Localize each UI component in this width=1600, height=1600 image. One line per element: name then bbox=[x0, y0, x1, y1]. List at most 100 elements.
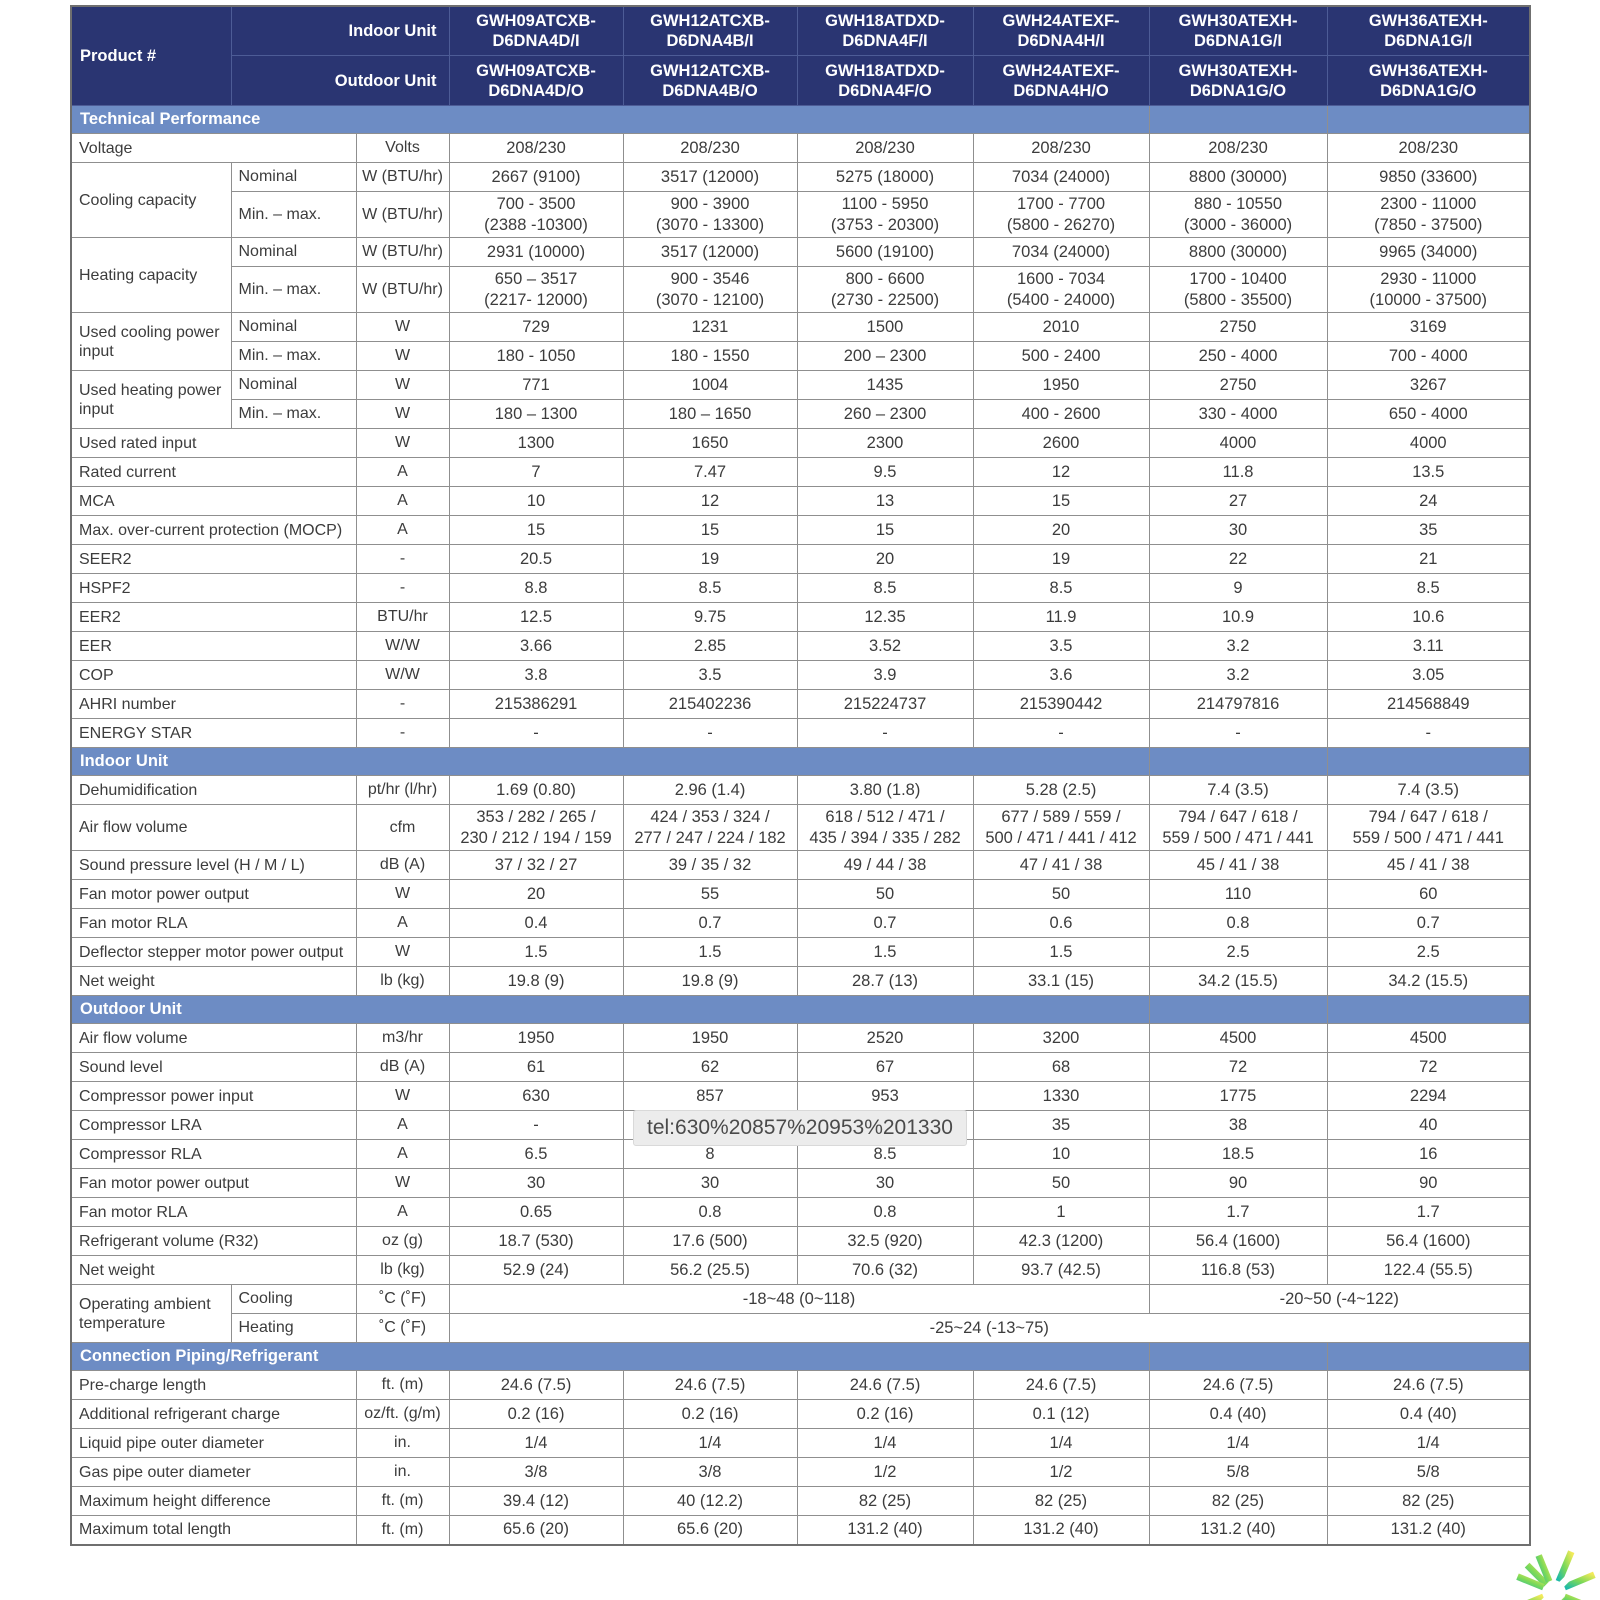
unit-cell: pt/hr (l/hr) bbox=[355, 775, 450, 805]
spec-cell: 42.3 (1200) bbox=[972, 1226, 1150, 1256]
row-label: Net weight bbox=[70, 1255, 357, 1285]
spec-cell: 900 - 3900 (3070 - 13300) bbox=[622, 191, 798, 238]
unit-cell: Volts bbox=[355, 133, 450, 163]
spec-row: Heating capacity Nominal W (BTU/hr) 2931 (1… bbox=[70, 237, 1531, 313]
row-label: Fan motor power output bbox=[70, 1168, 357, 1198]
spec-cell: 330 - 4000 bbox=[1148, 399, 1328, 429]
spec-cell: - bbox=[796, 718, 974, 748]
section-band-cell bbox=[1148, 747, 1328, 776]
spec-cell: 122.4 (55.5) bbox=[1326, 1255, 1531, 1285]
spec-row: Fan motor power output W 30 30 30 50 90 90 bbox=[70, 1168, 1531, 1198]
spec-cell: 953 bbox=[796, 1081, 974, 1111]
spec-cell: 3.8 bbox=[448, 660, 624, 690]
spec-cell: 1/4 bbox=[1148, 1428, 1328, 1458]
spec-row: EER2 BTU/hr 12.5 9.75 12.35 11.9 10.9 10.6 bbox=[70, 602, 1531, 632]
spec-row: COP W/W 3.8 3.5 3.9 3.6 3.2 3.05 bbox=[70, 660, 1531, 690]
unit-cell: W bbox=[355, 1081, 450, 1111]
spec-cell: 65.6 (20) bbox=[622, 1515, 798, 1545]
spec-cell: 13 bbox=[796, 486, 974, 516]
spec-cell: 20 bbox=[448, 879, 624, 909]
spec-cell: 56.4 (1600) bbox=[1148, 1226, 1328, 1256]
spec-cell: 2667 (9100) bbox=[448, 162, 624, 192]
unit-cell: A bbox=[355, 1139, 450, 1169]
row-label: EER bbox=[70, 631, 357, 661]
unit-cell: in. bbox=[355, 1428, 450, 1458]
unit-cell: - bbox=[355, 544, 450, 574]
spec-cell: - bbox=[1326, 718, 1531, 748]
spec-cell: 180 - 1550 bbox=[622, 341, 798, 371]
spec-row: SEER2-20.5 19 20 19 22 21 bbox=[70, 544, 1531, 574]
spec-cell: 37 / 32 / 27 bbox=[448, 850, 624, 880]
spec-cell: 180 – 1300 bbox=[448, 399, 624, 429]
spec-cell: - bbox=[972, 718, 1150, 748]
spec-cell: 15 bbox=[972, 486, 1150, 516]
spec-cell: 35 bbox=[1326, 515, 1531, 545]
unit-cell: ft. (m) bbox=[355, 1486, 450, 1516]
spec-cell: 900 - 3546 (3070 - 12100) bbox=[622, 266, 798, 313]
spec-cell: 39 / 35 / 32 bbox=[622, 850, 798, 880]
spec-row: Heating ˚C (˚F) -25~24 (-13~75) bbox=[71, 1313, 1531, 1343]
spec-cell: 0.8 bbox=[622, 1197, 798, 1227]
unit-cell: W bbox=[355, 879, 450, 909]
row-sublabel: Min. – max. bbox=[230, 341, 357, 371]
spec-cell: 3.66 bbox=[448, 631, 624, 661]
spec-cell: 82 (25) bbox=[796, 1486, 974, 1516]
spec-row: Net weight lb (kg) 19.8 (9) 19.8 (9) 28.7 (1… bbox=[70, 966, 1531, 996]
row-sublabel: Min. – max. bbox=[230, 266, 357, 313]
spec-cell: 19 bbox=[972, 544, 1150, 574]
spec-cell: 7.47 bbox=[622, 457, 798, 487]
spec-cell: 13.5 bbox=[1326, 457, 1531, 487]
spec-cell: 24.6 (7.5) bbox=[1148, 1370, 1328, 1400]
row-label: Fan motor RLA bbox=[70, 1197, 357, 1227]
row-sublabel: Min. – max. bbox=[230, 191, 357, 238]
spec-cell: 17.6 (500) bbox=[622, 1226, 798, 1256]
spec-cell: 8.5 bbox=[972, 573, 1150, 603]
spec-cell: 12.35 bbox=[796, 602, 974, 632]
spec-row: Min. – max. W 180 – 1300 180 – 1650 260 – 23… bbox=[71, 399, 1531, 429]
spec-table: Product # Indoor Unit GWH09ATCXB- D6DNA4… bbox=[70, 5, 1532, 1546]
spec-cell: 22 bbox=[1148, 544, 1328, 574]
spec-cell: 49 / 44 / 38 bbox=[796, 850, 974, 880]
spec-cell: 3.05 bbox=[1326, 660, 1531, 690]
spec-row: Refrigerant volume (R32) oz (g) 18.7 (530)… bbox=[70, 1226, 1531, 1256]
row-label: HSPF2 bbox=[70, 573, 357, 603]
spec-row: MCA A 10 12 13 15 27 24 bbox=[70, 486, 1531, 516]
spec-cell: 65.6 (20) bbox=[448, 1515, 624, 1545]
spec-row: EER W/W 3.66 2.85 3.52 3.5 3.2 3.11 bbox=[70, 631, 1531, 661]
spec-row: Operating ambient temperature Cooling ˚C (… bbox=[70, 1284, 1531, 1343]
spec-cell: 10.6 bbox=[1326, 602, 1531, 632]
spec-cell: 208/230 bbox=[972, 133, 1150, 163]
spec-cell: 9.75 bbox=[622, 602, 798, 632]
spec-cell: 0.2 (16) bbox=[448, 1399, 624, 1429]
spec-cell: 208/230 bbox=[1326, 133, 1531, 163]
model-header-indoor: GWH18ATDXD- D6DNA4F/I bbox=[796, 5, 974, 56]
spec-cell: 24 bbox=[1326, 486, 1531, 516]
spec-cell: 110 bbox=[1148, 879, 1328, 909]
spec-cell: 3.2 bbox=[1148, 660, 1328, 690]
spec-cell: 6.5 bbox=[448, 1139, 624, 1169]
spec-cell: 30 bbox=[796, 1168, 974, 1198]
spec-cell: 353 / 282 / 265 / 230 / 212 / 194 / 159 bbox=[448, 804, 624, 851]
spec-cell: 9850 (33600) bbox=[1326, 162, 1531, 192]
spec-cell: 1/2 bbox=[972, 1457, 1150, 1487]
unit-cell: - bbox=[355, 689, 450, 719]
unit-cell: A bbox=[355, 908, 450, 938]
spec-cell: 20.5 bbox=[448, 544, 624, 574]
spec-cell: 82 (25) bbox=[1148, 1486, 1328, 1516]
spec-cell: 2.96 (1.4) bbox=[622, 775, 798, 805]
spec-cell: 0.2 (16) bbox=[796, 1399, 974, 1429]
spec-cell: 1950 bbox=[972, 370, 1150, 400]
model-header-outdoor: GWH18ATDXD- D6DNA4F/O bbox=[796, 55, 974, 106]
spec-cell: 180 – 1650 bbox=[622, 399, 798, 429]
row-label: ENERGY STAR bbox=[70, 718, 357, 748]
spec-cell: 27 bbox=[1148, 486, 1328, 516]
spec-cell: 50 bbox=[972, 879, 1150, 909]
spec-cell: 50 bbox=[972, 1168, 1150, 1198]
unit-cell: W bbox=[355, 428, 450, 458]
spec-row: Air flow volume cfm 353 / 282 / 265 / 230 … bbox=[70, 804, 1531, 851]
spec-cell: 1.5 bbox=[448, 937, 624, 967]
spec-cell: 82 (25) bbox=[972, 1486, 1150, 1516]
spec-cell: 1600 - 7034 (5400 - 24000) bbox=[972, 266, 1150, 313]
row-label: Net weight bbox=[70, 966, 357, 996]
spec-row: Used rated input W 1300 1650 2300 2600 4000 400… bbox=[70, 428, 1531, 458]
